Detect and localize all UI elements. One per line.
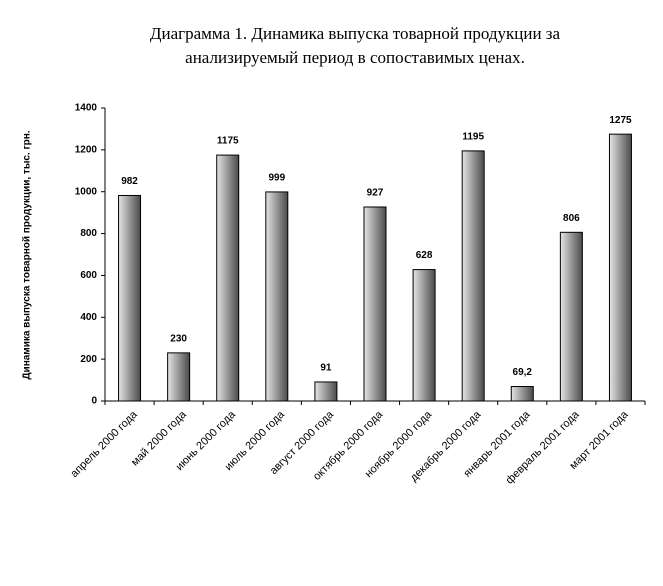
value-label: 1195 bbox=[462, 132, 484, 143]
value-label: 927 bbox=[367, 188, 384, 199]
chart-title: анализируемый период в сопоставимых цена… bbox=[185, 48, 525, 67]
y-tick-label: 200 bbox=[80, 354, 97, 365]
bar bbox=[314, 381, 338, 402]
value-label: 1275 bbox=[609, 115, 632, 126]
value-label: 628 bbox=[416, 250, 433, 261]
bar bbox=[363, 206, 387, 402]
bar bbox=[118, 194, 142, 402]
bar bbox=[412, 269, 436, 402]
y-tick-label: 400 bbox=[80, 312, 97, 323]
x-tick-label: апрель 2000 года bbox=[68, 408, 140, 480]
chart-title: Диаграмма 1. Динамика выпуска товарной п… bbox=[150, 24, 561, 43]
y-axis-label: Динамика выпуска товарной продукции, тыс… bbox=[22, 130, 33, 379]
bar bbox=[216, 154, 240, 402]
value-label: 982 bbox=[121, 176, 138, 187]
value-label: 1175 bbox=[217, 136, 239, 147]
y-tick-label: 0 bbox=[91, 396, 97, 407]
y-tick-label: 600 bbox=[80, 270, 97, 281]
bar bbox=[167, 352, 191, 402]
y-tick-label: 800 bbox=[80, 228, 97, 239]
bar bbox=[461, 150, 485, 402]
value-label: 806 bbox=[563, 213, 580, 224]
bar bbox=[510, 386, 534, 402]
y-tick-label: 1200 bbox=[75, 144, 98, 155]
value-label: 69,2 bbox=[513, 367, 533, 378]
bar bbox=[559, 231, 583, 402]
bar bbox=[265, 191, 289, 402]
bar bbox=[608, 133, 632, 402]
value-label: 91 bbox=[320, 363, 332, 374]
y-tick-label: 1400 bbox=[75, 103, 98, 114]
value-label: 999 bbox=[268, 173, 285, 184]
value-label: 230 bbox=[170, 334, 187, 345]
y-tick-label: 1000 bbox=[75, 186, 98, 197]
